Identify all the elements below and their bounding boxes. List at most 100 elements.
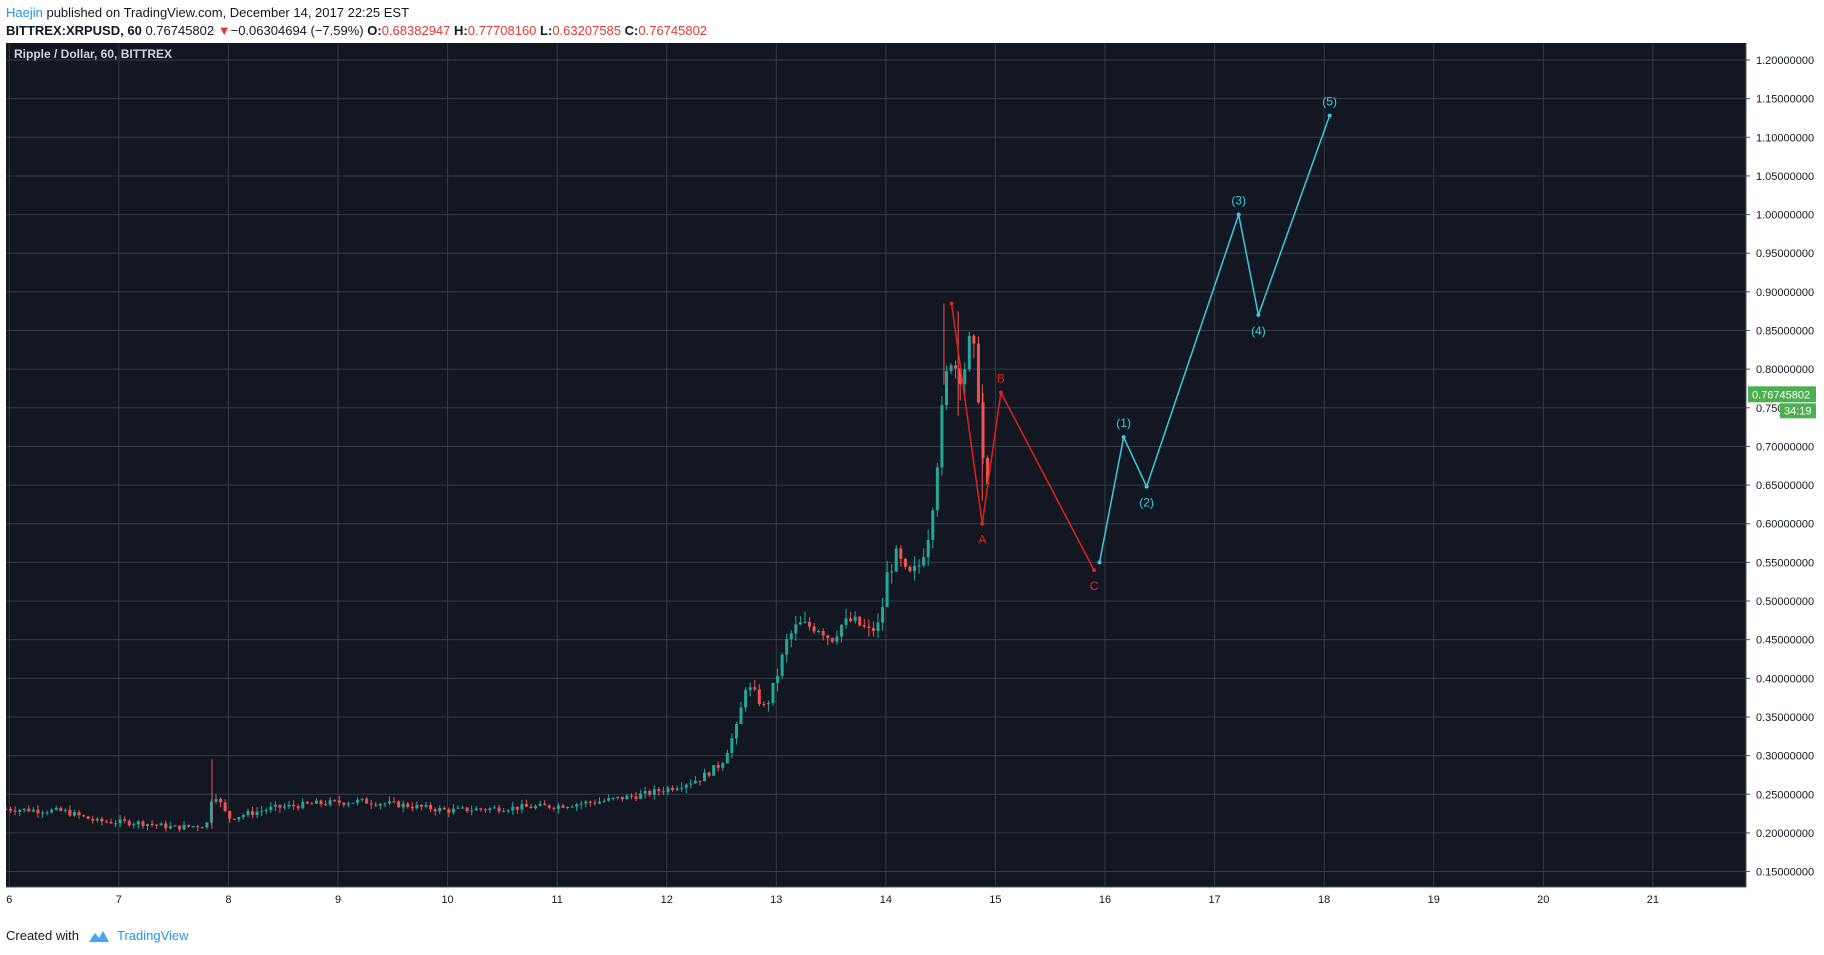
y-tick-label: 1.05000000 [1756,171,1814,183]
candle-body [684,784,688,788]
candle-body [730,738,734,753]
countdown-tag [1780,403,1816,419]
x-tick-label: 14 [880,894,892,906]
candle-body [529,806,533,809]
price-change: −0.06304694 (−7.59%) [230,23,364,38]
candle-body [598,801,602,804]
candle-body [342,802,346,805]
candle-body [246,811,250,816]
candle-body [127,820,131,826]
publish-text: published on TradingView.com, December 1… [42,5,410,20]
candle-body [556,805,560,809]
candle-body [214,798,218,802]
candle-body [693,780,697,784]
wave-impulse-label: (1) [1116,416,1131,430]
price-chart[interactable]: 6 7 8 9 10 11 12 13 14 15 16 17 18 19 20 21 1.20000000 1.… [4,43,1818,918]
author-link[interactable]: Haejin [6,5,43,20]
candle-body [903,558,907,567]
candle-body [223,802,227,811]
chart-area[interactable]: 6 7 8 9 10 11 12 13 14 15 16 17 18 19 20 21 1.20000000 1.… [4,43,1818,918]
candle-body [899,548,903,559]
candle-body [830,638,834,642]
candle-body [292,804,296,807]
y-tick-label: 1.15000000 [1756,94,1814,106]
candle-body [940,405,944,468]
candle-body [474,808,478,811]
candle-body [91,818,95,821]
ticker-symbol: BITTREX:XRPUSD, 60 [6,23,142,38]
candle-body [9,808,13,811]
candle-body [50,809,54,813]
candle-body [18,810,22,812]
candle-body [328,800,332,805]
candle-body [666,787,670,792]
candle-body [187,824,191,827]
candle-body [703,772,707,782]
candle-body [237,817,241,820]
candle-body [707,772,711,776]
wave-abc-label: B [997,371,1005,385]
candle-body [634,796,638,799]
candle-body [949,365,953,372]
candle-body [401,803,405,808]
candle-body [657,789,661,792]
candle-body [757,689,761,704]
countdown-value: 34:19 [1784,405,1812,417]
candle-body [798,622,802,625]
candle-body [871,627,875,631]
candle-body [104,821,108,823]
y-tick-label: 0.30000000 [1756,751,1814,763]
x-tick-label: 9 [335,894,341,906]
candle-body [442,807,446,810]
y-tick-label: 0.65000000 [1756,480,1814,492]
candle-body [981,402,985,458]
y-tick-label: 0.40000000 [1756,673,1814,685]
y-tick-label: 0.45000000 [1756,635,1814,647]
tradingview-link[interactable]: TradingView [87,928,189,943]
candle-body [935,467,939,511]
candle-body [675,788,679,790]
wave-impulse-point [1121,435,1126,440]
candle-body [913,565,917,572]
x-tick-label: 11 [551,894,562,906]
candle-body [465,807,469,812]
wave-abc-point [949,301,954,306]
candle-body [260,810,264,812]
candle-body [118,819,122,824]
candle-body [36,809,40,814]
candle-body [415,804,419,809]
down-arrow-icon: ▼ [217,23,231,38]
x-tick-label: 8 [225,894,231,906]
candle-body [356,799,360,803]
created-with-text: Created with [6,928,79,943]
candle-body [424,804,428,807]
candle-body [447,809,451,813]
candle-body [643,791,647,794]
candle-body [31,809,35,812]
y-tick-label: 0.60000000 [1756,519,1814,531]
tradingview-logo-icon [88,930,109,942]
candle-body [4,808,8,810]
price-axis-panel [1746,43,1818,918]
candle-body [648,791,652,795]
candle-body [196,826,200,828]
close-label: C: [624,23,639,38]
candle-body [273,804,277,807]
candle-body [287,804,291,807]
wave-abc-point [980,521,985,526]
candle-body [86,816,90,819]
candle-body [794,624,798,634]
wave-abc-label: C [1090,579,1099,593]
candle-body [429,804,433,810]
candle-body [547,805,551,808]
candle-body [639,793,643,799]
candle-body [725,752,729,764]
candle-body [95,818,99,821]
candle-body [926,539,930,558]
y-tick-label: 0.15000000 [1756,867,1814,879]
candle-body [894,548,898,572]
y-tick-label: 1.00000000 [1756,210,1814,222]
candle-body [337,800,341,803]
candle-body [200,827,204,829]
candle-body [63,809,67,811]
